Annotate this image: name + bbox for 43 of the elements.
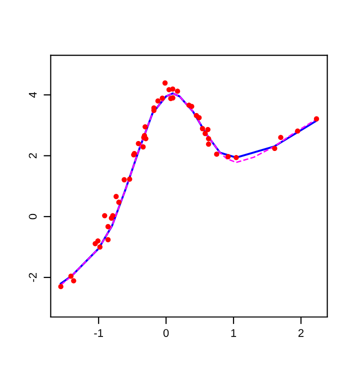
point	[272, 146, 278, 152]
point	[196, 115, 202, 120]
point	[110, 213, 116, 218]
point	[71, 278, 76, 284]
point	[116, 200, 122, 205]
x-tick-label: 2	[298, 329, 304, 337]
x-tick-label: 0	[163, 329, 169, 337]
point	[114, 194, 119, 200]
point	[95, 238, 101, 244]
point	[122, 177, 127, 182]
point	[202, 130, 208, 136]
x-tick-label: 1	[231, 329, 236, 337]
point	[97, 244, 103, 250]
point	[68, 274, 74, 279]
point	[155, 98, 161, 104]
point	[102, 213, 108, 218]
x-tick-label: -1	[94, 329, 103, 337]
point	[58, 284, 64, 290]
y-tick-label: 0	[28, 214, 37, 220]
y-tick-label: 4	[28, 92, 37, 98]
point	[314, 116, 320, 122]
point	[174, 88, 180, 94]
y-tick-label: 2	[28, 153, 37, 158]
point	[206, 142, 212, 147]
point	[189, 104, 194, 110]
y-tick-label: -2	[28, 273, 37, 282]
point	[226, 154, 231, 160]
point	[170, 86, 176, 92]
point	[127, 176, 132, 182]
point	[278, 134, 284, 140]
point	[140, 144, 146, 150]
point	[206, 136, 212, 142]
point	[214, 152, 220, 157]
point	[105, 237, 111, 242]
point	[234, 154, 239, 160]
point	[205, 126, 210, 132]
point	[162, 80, 168, 86]
point	[136, 140, 141, 146]
point	[200, 126, 206, 132]
point	[295, 128, 300, 134]
point	[142, 124, 148, 130]
point	[160, 96, 165, 101]
point	[105, 224, 111, 230]
